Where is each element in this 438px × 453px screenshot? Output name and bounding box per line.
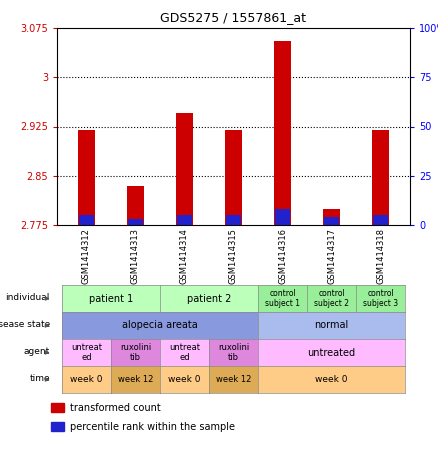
Text: percentile rank within the sample: percentile rank within the sample	[71, 422, 236, 432]
Text: week 12: week 12	[118, 375, 153, 384]
Title: GDS5275 / 1557861_at: GDS5275 / 1557861_at	[160, 11, 307, 24]
Bar	[51, 422, 64, 431]
Bar	[373, 215, 388, 225]
Text: control
subject 2: control subject 2	[314, 289, 349, 308]
Bar	[79, 215, 94, 225]
Text: individual: individual	[6, 293, 50, 302]
Bar	[176, 113, 193, 225]
Bar	[78, 130, 95, 225]
Bar	[177, 215, 192, 225]
Text: ruxolini
tib: ruxolini tib	[218, 343, 249, 362]
Text: patient 1: patient 1	[89, 294, 133, 304]
Text: patient 2: patient 2	[187, 294, 231, 304]
Text: control
subject 1: control subject 1	[265, 289, 300, 308]
Text: alopecia areata: alopecia areata	[122, 321, 198, 331]
Bar	[323, 208, 340, 225]
Bar	[225, 130, 242, 225]
Text: normal: normal	[314, 321, 349, 331]
Bar	[275, 209, 290, 225]
Text: week 0: week 0	[315, 375, 348, 384]
Text: control
subject 3: control subject 3	[363, 289, 398, 308]
Bar	[127, 186, 144, 225]
Bar	[324, 217, 339, 225]
Text: untreated: untreated	[307, 347, 356, 357]
Bar	[274, 41, 291, 225]
Text: untreat
ed: untreat ed	[71, 343, 102, 362]
Bar	[226, 215, 241, 225]
Text: transformed count: transformed count	[71, 403, 161, 413]
Bar	[372, 130, 389, 225]
Bar	[51, 403, 64, 412]
Text: week 0: week 0	[70, 375, 102, 384]
Text: week 12: week 12	[216, 375, 251, 384]
Text: untreat
ed: untreat ed	[169, 343, 200, 362]
Bar	[128, 219, 143, 225]
Text: time: time	[29, 374, 50, 383]
Text: agent: agent	[24, 347, 50, 356]
Text: ruxolini
tib: ruxolini tib	[120, 343, 151, 362]
Text: week 0: week 0	[168, 375, 201, 384]
Text: disease state: disease state	[0, 320, 50, 328]
